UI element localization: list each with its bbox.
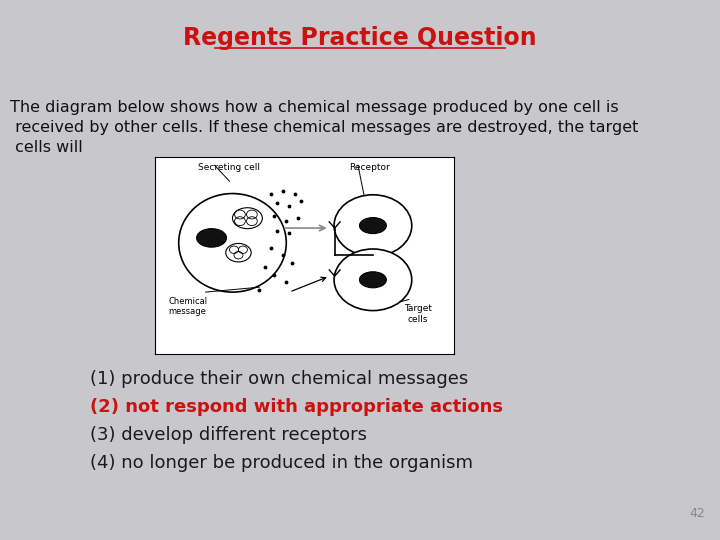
Text: received by other cells. If these chemical messages are destroyed, the target: received by other cells. If these chemic…	[10, 120, 639, 135]
Ellipse shape	[334, 249, 412, 310]
Ellipse shape	[359, 272, 387, 288]
Text: Regents Practice Question: Regents Practice Question	[183, 26, 537, 50]
Ellipse shape	[359, 218, 387, 234]
Text: Chemical
message: Chemical message	[168, 297, 207, 316]
Text: The diagram below shows how a chemical message produced by one cell is: The diagram below shows how a chemical m…	[10, 100, 618, 115]
Text: (2) not respond with appropriate actions: (2) not respond with appropriate actions	[90, 398, 503, 416]
Ellipse shape	[334, 195, 412, 256]
Text: (1) produce their own chemical messages: (1) produce their own chemical messages	[90, 370, 468, 388]
Ellipse shape	[197, 228, 227, 247]
Ellipse shape	[179, 193, 287, 292]
Text: cells will: cells will	[10, 140, 83, 155]
Text: Receptor: Receptor	[350, 163, 390, 172]
Text: 42: 42	[689, 507, 705, 520]
Text: Secreting cell: Secreting cell	[199, 163, 261, 172]
Text: (4) no longer be produced in the organism: (4) no longer be produced in the organis…	[90, 454, 473, 472]
Text: Target
cells: Target cells	[404, 305, 432, 324]
Text: (3) develop different receptors: (3) develop different receptors	[90, 426, 367, 444]
